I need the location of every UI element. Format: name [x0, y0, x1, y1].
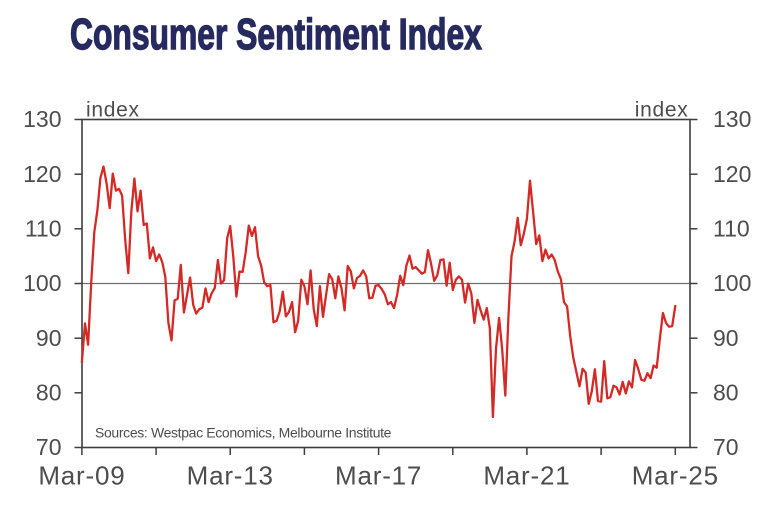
svg-text:index: index [86, 98, 140, 121]
svg-text:110: 110 [713, 216, 750, 242]
svg-text:Sources: Westpac Economics, Me: Sources: Westpac Economics, Melbourne In… [95, 425, 392, 441]
svg-text:70: 70 [36, 434, 62, 460]
svg-text:Mar-09: Mar-09 [38, 461, 125, 491]
svg-text:80: 80 [713, 380, 739, 406]
svg-text:100: 100 [713, 270, 751, 296]
svg-text:80: 80 [36, 380, 62, 406]
svg-text:100: 100 [23, 270, 61, 296]
svg-text:90: 90 [36, 325, 62, 351]
svg-text:120: 120 [713, 161, 751, 187]
svg-text:120: 120 [23, 161, 61, 187]
svg-text:Mar-17: Mar-17 [335, 461, 422, 491]
svg-text:130: 130 [23, 106, 61, 132]
svg-text:Mar-13: Mar-13 [187, 461, 274, 491]
svg-text:Mar-21: Mar-21 [483, 461, 570, 491]
svg-text:130: 130 [713, 106, 751, 132]
svg-text:110: 110 [25, 216, 62, 242]
svg-text:Mar-25: Mar-25 [632, 461, 719, 491]
svg-text:90: 90 [713, 325, 739, 351]
svg-text:70: 70 [713, 434, 739, 460]
svg-text:index: index [635, 98, 689, 121]
